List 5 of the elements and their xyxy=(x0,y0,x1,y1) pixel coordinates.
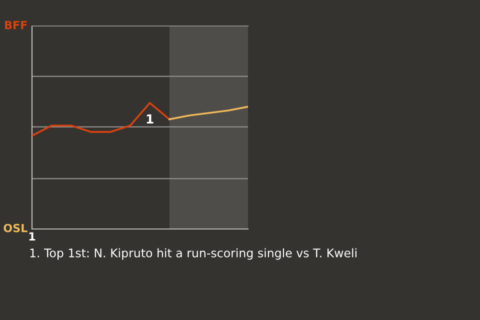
text: OSL xyxy=(4,224,28,232)
annotation: 1 xyxy=(146,114,154,124)
text: 1 xyxy=(29,232,36,240)
text: BFF xyxy=(5,20,27,30)
text: 1. Top 1st: N. Kipruto hit a run-scoring single vs T. Kweli xyxy=(30,248,356,260)
